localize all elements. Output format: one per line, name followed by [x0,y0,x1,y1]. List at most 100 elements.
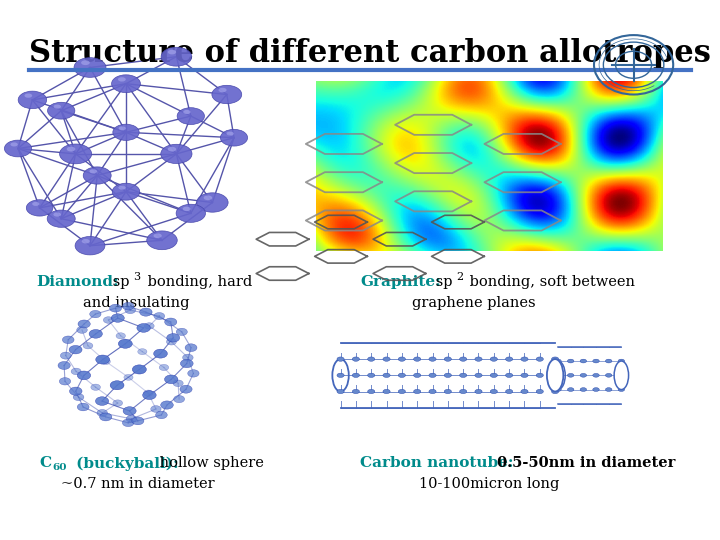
Ellipse shape [490,373,498,377]
Ellipse shape [27,200,53,216]
Text: ~0.7 nm in diameter: ~0.7 nm in diameter [61,477,215,491]
Text: (buckyball):: (buckyball): [71,456,178,471]
Ellipse shape [505,373,513,377]
Ellipse shape [618,374,625,377]
Ellipse shape [554,359,562,363]
Ellipse shape [475,357,482,361]
Ellipse shape [126,415,137,422]
Ellipse shape [176,204,205,222]
Ellipse shape [89,169,97,173]
Ellipse shape [73,394,84,401]
Ellipse shape [104,316,114,323]
Ellipse shape [138,349,147,355]
Ellipse shape [552,357,559,361]
Ellipse shape [113,124,139,140]
Text: 3: 3 [133,272,140,282]
Ellipse shape [459,389,467,394]
Ellipse shape [60,352,71,359]
Ellipse shape [552,389,559,394]
Ellipse shape [536,389,544,394]
Ellipse shape [164,375,178,384]
Ellipse shape [580,388,587,392]
Ellipse shape [593,374,599,377]
Ellipse shape [383,357,390,361]
Ellipse shape [122,419,134,427]
Ellipse shape [144,323,154,329]
Ellipse shape [112,75,140,92]
Text: and insulating: and insulating [83,296,189,310]
Text: graphene planes: graphene planes [412,296,536,310]
Ellipse shape [48,210,75,227]
Ellipse shape [96,355,109,364]
Text: Graphite:: Graphite: [360,275,441,289]
Ellipse shape [166,339,176,345]
Text: Diamond:: Diamond: [36,275,119,289]
Ellipse shape [333,359,348,392]
Ellipse shape [159,364,168,370]
Ellipse shape [444,389,451,394]
Ellipse shape [188,370,199,377]
Ellipse shape [444,373,451,377]
Ellipse shape [567,359,574,363]
Ellipse shape [118,77,126,82]
Ellipse shape [165,318,177,326]
Ellipse shape [337,389,344,394]
Ellipse shape [99,413,112,421]
Ellipse shape [521,373,528,377]
Ellipse shape [618,388,625,392]
Ellipse shape [161,48,192,66]
Ellipse shape [197,193,228,212]
Ellipse shape [176,328,187,335]
Ellipse shape [368,373,375,377]
Ellipse shape [10,143,18,146]
Ellipse shape [112,183,140,200]
Ellipse shape [143,391,156,400]
Ellipse shape [116,333,125,339]
Ellipse shape [337,373,344,377]
Ellipse shape [181,359,193,368]
Ellipse shape [110,381,124,390]
Ellipse shape [536,357,544,361]
Ellipse shape [185,344,197,352]
Ellipse shape [161,401,174,409]
Text: hollow sphere: hollow sphere [155,456,264,470]
Ellipse shape [567,388,574,392]
Ellipse shape [77,403,89,411]
Ellipse shape [63,336,74,343]
Ellipse shape [143,390,153,396]
Ellipse shape [81,60,90,65]
Ellipse shape [521,389,528,394]
Ellipse shape [444,357,451,361]
Ellipse shape [383,373,390,377]
Ellipse shape [101,359,110,364]
Ellipse shape [69,387,82,395]
Ellipse shape [551,361,565,389]
Ellipse shape [48,102,75,119]
Ellipse shape [77,327,87,333]
Ellipse shape [112,314,125,322]
Ellipse shape [505,389,513,394]
Ellipse shape [140,308,152,316]
Ellipse shape [490,357,498,361]
Ellipse shape [567,374,574,377]
Ellipse shape [177,107,204,125]
Ellipse shape [4,140,32,157]
Ellipse shape [119,126,126,130]
Ellipse shape [137,323,150,332]
Text: sp: sp [431,275,452,289]
Ellipse shape [84,167,111,184]
Ellipse shape [429,373,436,377]
Ellipse shape [183,354,193,361]
Ellipse shape [204,195,212,200]
Ellipse shape [220,130,248,146]
Ellipse shape [552,373,559,377]
Ellipse shape [368,357,375,361]
Ellipse shape [109,304,122,312]
Ellipse shape [24,93,32,98]
Ellipse shape [398,357,405,361]
Ellipse shape [614,361,629,389]
Ellipse shape [429,389,436,394]
Ellipse shape [150,406,161,413]
Ellipse shape [580,374,587,377]
Ellipse shape [413,389,420,394]
